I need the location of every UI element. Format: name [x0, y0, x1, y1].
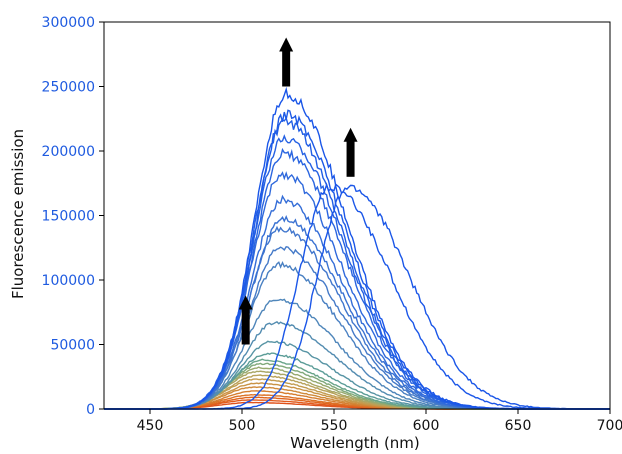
arrows [238, 37, 358, 345]
axes: 0 50000 100000 150000 200000 250000 300000 450 5… [42, 15, 622, 434]
y-axis-label: Fluorescence emission [9, 129, 27, 299]
x-tick-label: 500 [229, 418, 256, 434]
y-tick-label: 200000 [42, 144, 95, 160]
y-tick-label: 0 [86, 402, 95, 418]
y-tick-label: 100000 [42, 273, 95, 289]
plot-frame [103, 21, 611, 410]
spectrum-line-25 [104, 134, 610, 410]
up-arrow-1 [279, 37, 294, 87]
plot-lines [104, 86, 610, 410]
spectrum-line-18 [104, 260, 610, 410]
spectrum-line-28 [104, 86, 610, 410]
y-tick-label: 150000 [42, 209, 95, 225]
x-tick-label: 550 [321, 418, 348, 434]
up-arrow-2 [343, 127, 358, 177]
x-tick-label: 650 [505, 418, 532, 434]
y-tick-label: 50000 [50, 338, 95, 354]
spectrum-line-22 [104, 194, 610, 410]
y-tick-label: 250000 [42, 80, 95, 96]
x-axis-label: Wavelength (nm) [290, 434, 420, 452]
y-tick-label: 300000 [42, 15, 95, 31]
x-tick-label: 600 [413, 418, 440, 434]
spectrum-line-23 [104, 171, 610, 410]
x-tick-label: 700 [597, 418, 622, 434]
x-tick-label: 450 [137, 418, 164, 434]
spectrum-line-26 [104, 116, 610, 410]
up-arrow-3 [238, 295, 253, 345]
